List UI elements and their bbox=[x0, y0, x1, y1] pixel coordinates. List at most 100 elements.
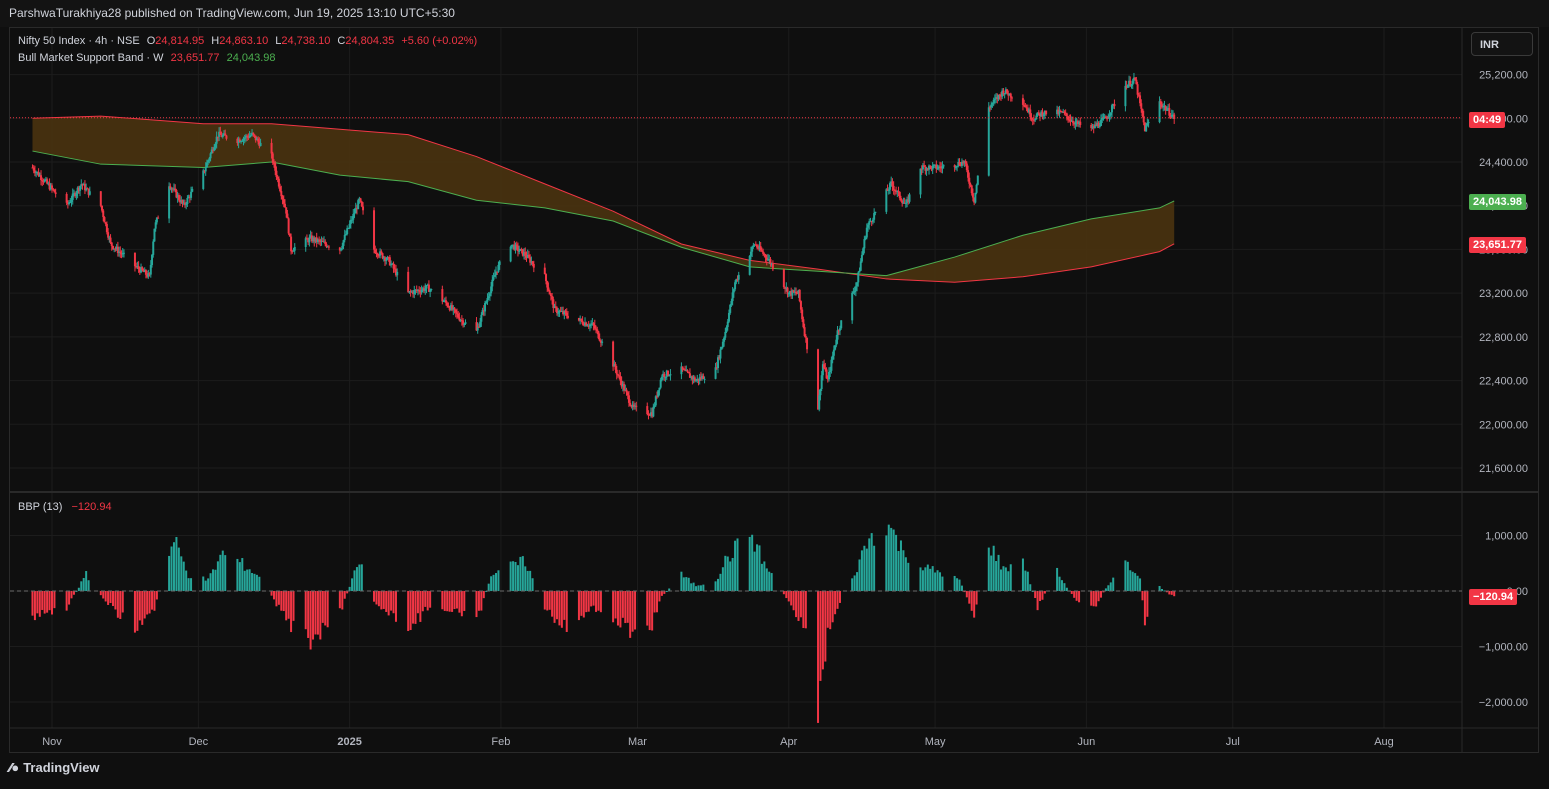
candle-body bbox=[52, 188, 55, 190]
candle-body bbox=[586, 325, 589, 327]
bbp-label[interactable]: BBP (13) bbox=[18, 501, 63, 513]
candle-body bbox=[906, 199, 909, 203]
bbp-bar bbox=[185, 570, 188, 591]
bbp-bar bbox=[277, 591, 280, 605]
candle-body bbox=[989, 107, 992, 109]
bbp-bar bbox=[521, 556, 524, 591]
candle-body bbox=[790, 291, 793, 296]
bbp-bar bbox=[138, 591, 141, 621]
candle-body bbox=[1036, 112, 1039, 116]
bbp-bar bbox=[351, 578, 354, 591]
bbp-bar bbox=[804, 591, 807, 629]
candle-body bbox=[618, 375, 621, 377]
candle-body bbox=[718, 357, 721, 359]
candle-body bbox=[513, 244, 516, 250]
candle-body bbox=[348, 223, 351, 229]
bbp-bar bbox=[577, 591, 580, 621]
candle-body bbox=[959, 165, 962, 167]
candle-body bbox=[584, 322, 587, 326]
candle-body bbox=[376, 253, 379, 256]
price-tick-label: 25,200.00 bbox=[1479, 70, 1528, 82]
candle-body bbox=[1134, 77, 1137, 80]
candle-body bbox=[585, 322, 588, 326]
footer-brand-label: TradingView bbox=[23, 760, 100, 775]
bbp-bar bbox=[726, 556, 729, 591]
candle-body bbox=[619, 376, 622, 381]
candle-body bbox=[957, 161, 960, 167]
bbp-bar bbox=[797, 591, 800, 621]
bbp-bar bbox=[973, 591, 976, 618]
symbol-label[interactable]: Nifty 50 Index · 4h · NSE bbox=[18, 35, 140, 47]
candle-body bbox=[886, 189, 889, 191]
candle-body bbox=[597, 331, 600, 339]
candle-body bbox=[1110, 105, 1113, 113]
currency-button[interactable]: INR bbox=[1471, 32, 1533, 56]
candle-body bbox=[648, 414, 651, 416]
bbp-bar bbox=[836, 591, 839, 609]
candle-body bbox=[152, 241, 155, 255]
candle-body bbox=[341, 245, 344, 249]
candle-body bbox=[1131, 80, 1134, 85]
bbp-bar bbox=[753, 551, 756, 591]
candle-body bbox=[724, 331, 727, 338]
candle-body bbox=[281, 196, 284, 200]
candle-body bbox=[897, 191, 900, 193]
bbp-bar bbox=[390, 591, 393, 611]
price-tick-label: 21,600.00 bbox=[1479, 463, 1528, 475]
bbp-bar bbox=[546, 591, 549, 611]
candle-body bbox=[1090, 124, 1093, 129]
bbp-bar bbox=[251, 573, 254, 591]
candle-body bbox=[1092, 126, 1095, 129]
bbp-bar bbox=[958, 579, 961, 591]
bbp-bar bbox=[172, 542, 175, 591]
bbp-bar bbox=[409, 591, 412, 631]
candle-body bbox=[934, 164, 937, 166]
candle-body bbox=[240, 141, 243, 143]
bbp-bar bbox=[209, 573, 212, 591]
candle-body bbox=[318, 239, 321, 241]
candle-body bbox=[682, 369, 685, 371]
currency-label: INR bbox=[1480, 39, 1499, 51]
footer-brand[interactable]: ⁄⁄● TradingView bbox=[9, 760, 100, 775]
candle-body bbox=[475, 322, 478, 331]
bbp-bar bbox=[111, 591, 114, 607]
band-label[interactable]: Bull Market Support Band · W bbox=[18, 52, 164, 64]
candle-body bbox=[186, 197, 189, 205]
candle-body bbox=[157, 217, 160, 219]
candle-body bbox=[1010, 97, 1013, 99]
bbp-bar bbox=[326, 591, 329, 628]
candle-body bbox=[144, 270, 147, 275]
candle-body bbox=[999, 94, 1002, 97]
bbp-bar bbox=[309, 591, 312, 650]
candle-body bbox=[526, 254, 529, 258]
candle-body bbox=[349, 219, 352, 224]
candle-body bbox=[259, 142, 262, 147]
candle-body bbox=[835, 339, 838, 346]
candle-body bbox=[976, 175, 979, 185]
candle-body bbox=[454, 309, 457, 313]
bbp-bar bbox=[80, 581, 83, 591]
candle-body bbox=[384, 257, 386, 261]
time-tick-label: Aug bbox=[1374, 736, 1394, 748]
close-value: 24,804.35 bbox=[345, 35, 395, 47]
candle-body bbox=[859, 261, 862, 271]
candle-body bbox=[518, 250, 521, 252]
bbp-bar bbox=[853, 575, 856, 591]
candle-body bbox=[992, 99, 995, 104]
bbp-bar bbox=[592, 591, 595, 606]
bbp-bar bbox=[968, 591, 971, 604]
bbp-bar bbox=[751, 534, 754, 591]
candle-body bbox=[359, 198, 362, 202]
candle-body bbox=[354, 208, 357, 214]
candle-body bbox=[360, 201, 363, 207]
candle-body bbox=[495, 271, 497, 275]
candle-body bbox=[593, 324, 596, 329]
candle-body bbox=[1170, 115, 1173, 117]
bbp-bar bbox=[1102, 591, 1105, 593]
candle-body bbox=[1034, 119, 1037, 121]
band-low-value: 23,651.77 bbox=[170, 52, 220, 64]
candle-body bbox=[1030, 117, 1033, 120]
bbp-bar bbox=[412, 591, 415, 624]
candle-body bbox=[559, 310, 562, 312]
